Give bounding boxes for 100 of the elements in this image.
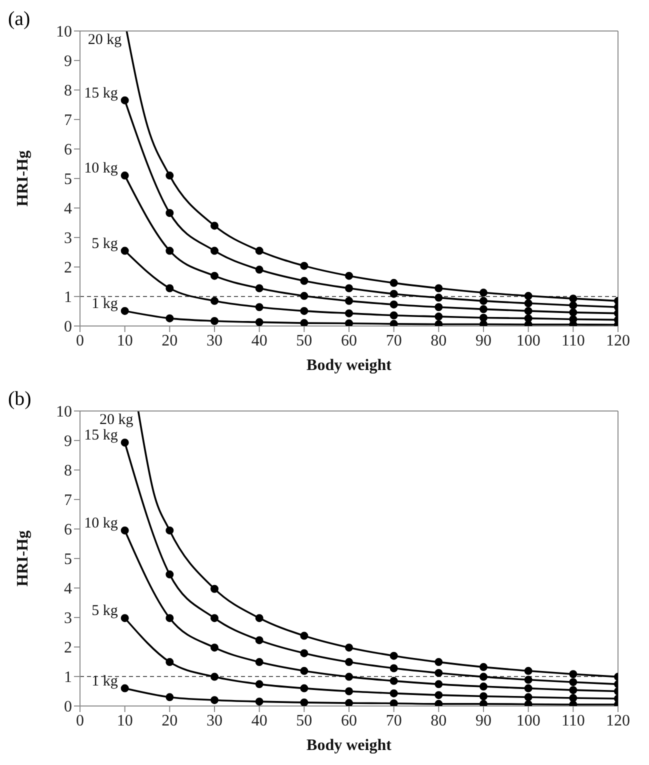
point — [480, 296, 488, 305]
point — [255, 636, 264, 644]
point — [569, 301, 578, 310]
x-tick-label: 80 — [430, 332, 447, 350]
y-tick-label: 5 — [64, 171, 72, 188]
point — [480, 663, 488, 672]
x-axis-title: Body weight — [306, 737, 392, 754]
point — [480, 700, 488, 706]
series-label: 20 kg — [88, 32, 122, 48]
point — [166, 570, 174, 578]
point — [390, 664, 398, 672]
x-tick-label: 0 — [76, 712, 84, 730]
y-axis-title: HRI-Hg — [14, 530, 32, 586]
point — [569, 694, 578, 702]
series-label: 5 kg — [92, 603, 118, 620]
point — [390, 278, 398, 287]
x-tick-label: 20 — [162, 712, 178, 730]
point — [434, 312, 443, 321]
y-tick-label: 3 — [64, 610, 72, 628]
point — [166, 693, 174, 702]
point — [300, 666, 308, 675]
point — [166, 526, 174, 534]
point — [345, 272, 353, 280]
point — [480, 314, 488, 322]
x-tick-label: 110 — [561, 332, 585, 350]
point — [390, 699, 398, 706]
y-tick-label: 0 — [64, 698, 72, 716]
point — [480, 305, 488, 314]
point — [480, 682, 488, 691]
x-axis-title: Body weight — [306, 357, 392, 374]
point — [390, 290, 398, 298]
y-tick-label: 5 — [64, 551, 72, 568]
x-tick-label: 10 — [116, 332, 133, 350]
x-tick-label: 20 — [162, 332, 178, 350]
series-label: 1 kg — [92, 673, 118, 690]
x-tick-label: 120 — [606, 712, 630, 730]
point — [120, 614, 129, 622]
point — [345, 644, 353, 652]
point — [434, 658, 443, 666]
series-label: 15 kg — [84, 85, 118, 102]
point — [345, 319, 353, 326]
chart-title: (a) — [8, 8, 30, 31]
x-tick-label: 70 — [386, 712, 402, 730]
y-tick-label: 9 — [64, 53, 72, 70]
series-label: 5 kg — [92, 236, 118, 252]
point — [300, 262, 308, 270]
point — [300, 684, 308, 692]
point — [300, 306, 308, 315]
x-tick-label: 120 — [606, 332, 630, 350]
point — [210, 246, 218, 255]
point — [255, 303, 264, 312]
point — [120, 172, 129, 180]
y-tick-label: 7 — [64, 112, 72, 130]
point — [300, 276, 308, 285]
point — [390, 689, 398, 698]
point — [390, 320, 398, 326]
x-tick-label: 100 — [516, 712, 540, 730]
y-tick-label: 10 — [56, 404, 72, 421]
point — [345, 699, 353, 706]
point — [434, 668, 443, 677]
y-tick-label: 4 — [64, 200, 72, 218]
point — [434, 700, 443, 706]
y-tick-label: 8 — [64, 82, 72, 100]
point — [210, 296, 218, 305]
point — [480, 288, 488, 297]
point — [434, 303, 443, 312]
point — [120, 96, 129, 104]
x-tick-label: 10 — [116, 712, 133, 730]
y-tick-label: 8 — [64, 462, 72, 480]
point — [434, 294, 443, 302]
y-tick-label: 2 — [64, 260, 72, 277]
point — [480, 692, 488, 700]
point — [300, 632, 308, 640]
x-tick-label: 100 — [516, 332, 540, 350]
series-label: 10 kg — [84, 515, 118, 532]
point — [120, 306, 129, 315]
point — [345, 687, 353, 696]
point — [434, 680, 443, 688]
point — [300, 698, 308, 706]
point — [345, 309, 353, 318]
series-label: 1 kg — [92, 296, 118, 312]
point — [524, 684, 532, 692]
series-label: 10 kg — [84, 160, 118, 177]
x-tick-label: 30 — [206, 332, 222, 350]
chart-title: (b) — [8, 388, 32, 411]
point — [569, 670, 578, 678]
y-tick-label: 2 — [64, 640, 72, 657]
point — [434, 320, 443, 326]
x-tick-label: 40 — [251, 712, 268, 730]
point — [210, 644, 218, 652]
point — [210, 272, 218, 280]
point — [255, 680, 264, 688]
series-label: 15 kg — [84, 428, 118, 444]
point — [166, 614, 174, 622]
point — [210, 614, 218, 622]
series-label: 20 kg — [100, 412, 134, 428]
point — [345, 672, 353, 681]
y-tick-label: 3 — [64, 230, 72, 248]
x-tick-label: 50 — [296, 332, 312, 350]
point — [434, 691, 443, 700]
